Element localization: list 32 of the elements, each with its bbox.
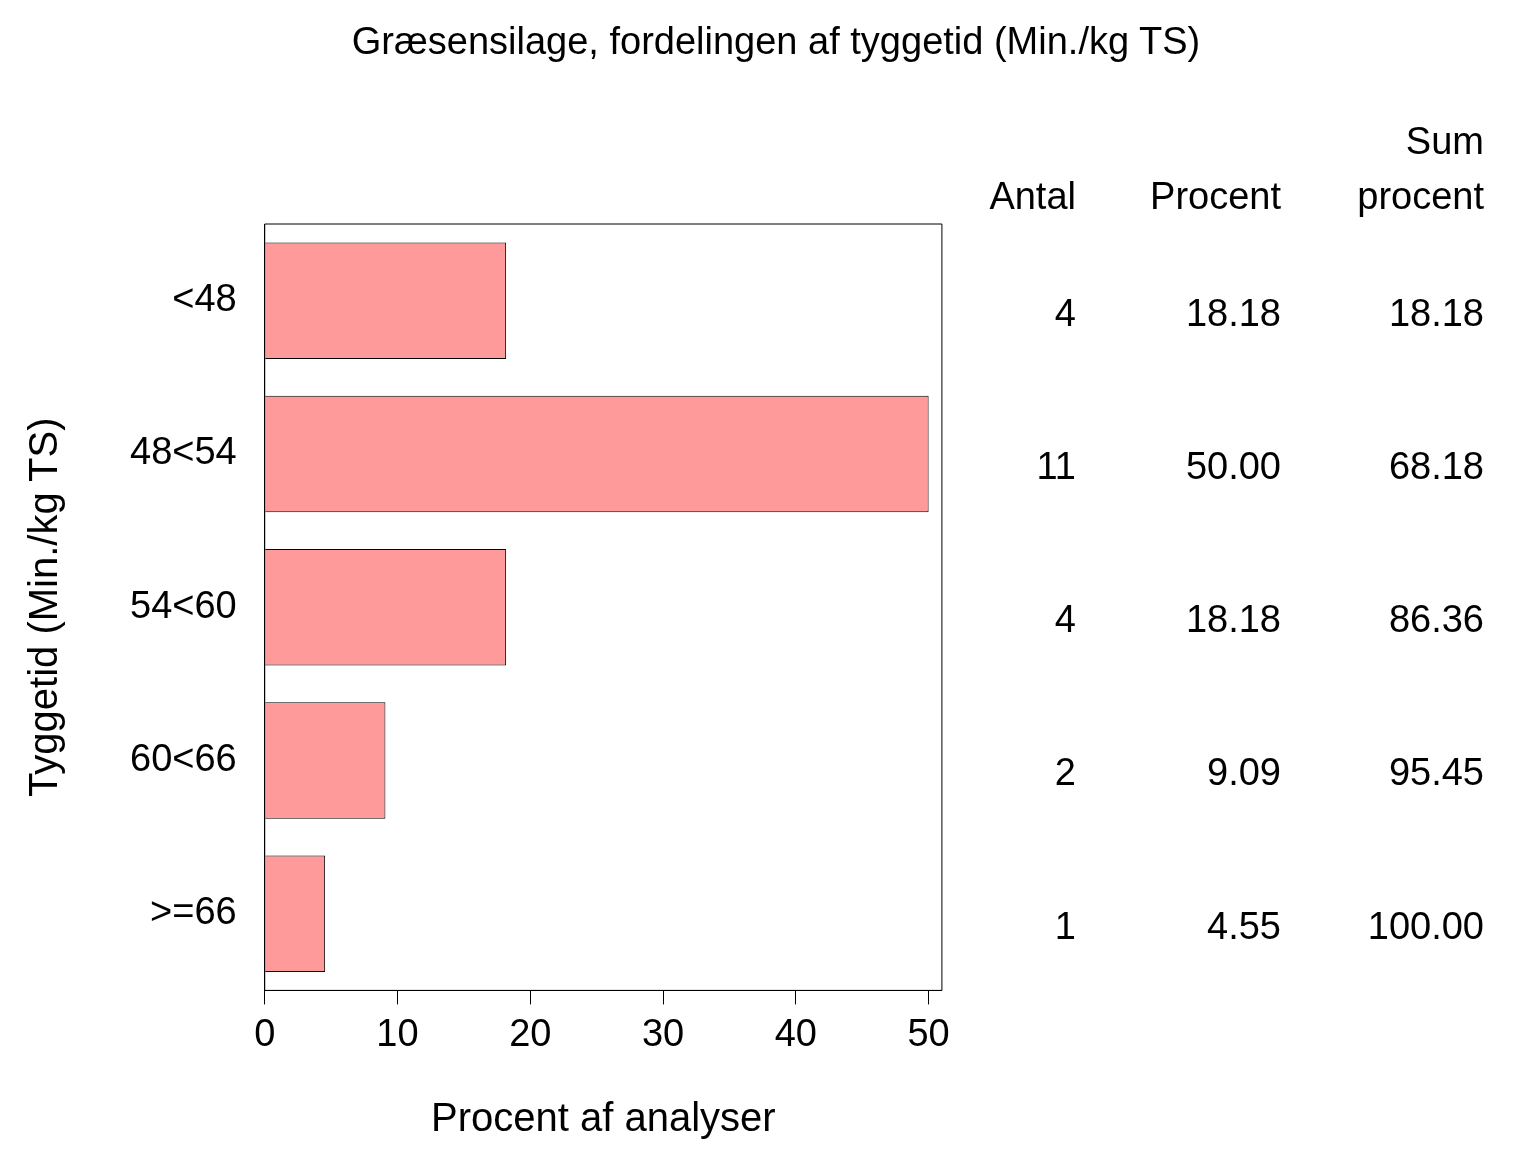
x-tick-label: 50 <box>907 1011 950 1054</box>
text: 11 <box>1036 443 1076 489</box>
data-label: 9.09 <box>1207 750 1281 796</box>
y-tick-label: >=66 <box>150 890 237 933</box>
chart-title: Græsensilage, fordelingen af tyggetid (Min./kg TS) <box>350 20 1202 63</box>
data-label: 4.55 <box>1207 903 1281 949</box>
y-axis-title: Tyggetid (Min./kg TS) <box>21 417 66 797</box>
y-tick-label: 48<54 <box>129 430 237 473</box>
y-tick-label: 60<66 <box>129 736 237 779</box>
x-tick-label: 10 <box>376 1011 419 1054</box>
text: 68.18 <box>1388 443 1484 489</box>
text: 100.00 <box>1367 903 1484 949</box>
text: 4 <box>1054 290 1076 336</box>
y-tick-label: 54<60 <box>129 583 237 626</box>
x-tick-label: 30 <box>641 1011 685 1054</box>
data-label: 18.18 <box>1185 597 1281 643</box>
x-axis-title: Procent af analyser <box>431 1095 776 1140</box>
data-label: 50.00 <box>1185 443 1281 489</box>
x-tick-label: 40 <box>774 1011 817 1054</box>
text: 86.36 <box>1388 597 1484 643</box>
text: 2 <box>1054 750 1076 796</box>
text: Antal <box>988 174 1076 219</box>
text: 18.18 <box>1388 290 1484 336</box>
text: 1 <box>1054 903 1076 949</box>
y-tick-label: <48 <box>172 277 237 320</box>
text: Sum procent <box>1356 119 1484 219</box>
data-label: 18.18 <box>1185 290 1281 336</box>
text: 4 <box>1054 597 1076 643</box>
x-tick-label: 20 <box>509 1011 552 1054</box>
x-tick-label: 0 <box>254 1011 276 1054</box>
text: Procent <box>1149 174 1281 219</box>
text: 95.45 <box>1388 750 1484 796</box>
